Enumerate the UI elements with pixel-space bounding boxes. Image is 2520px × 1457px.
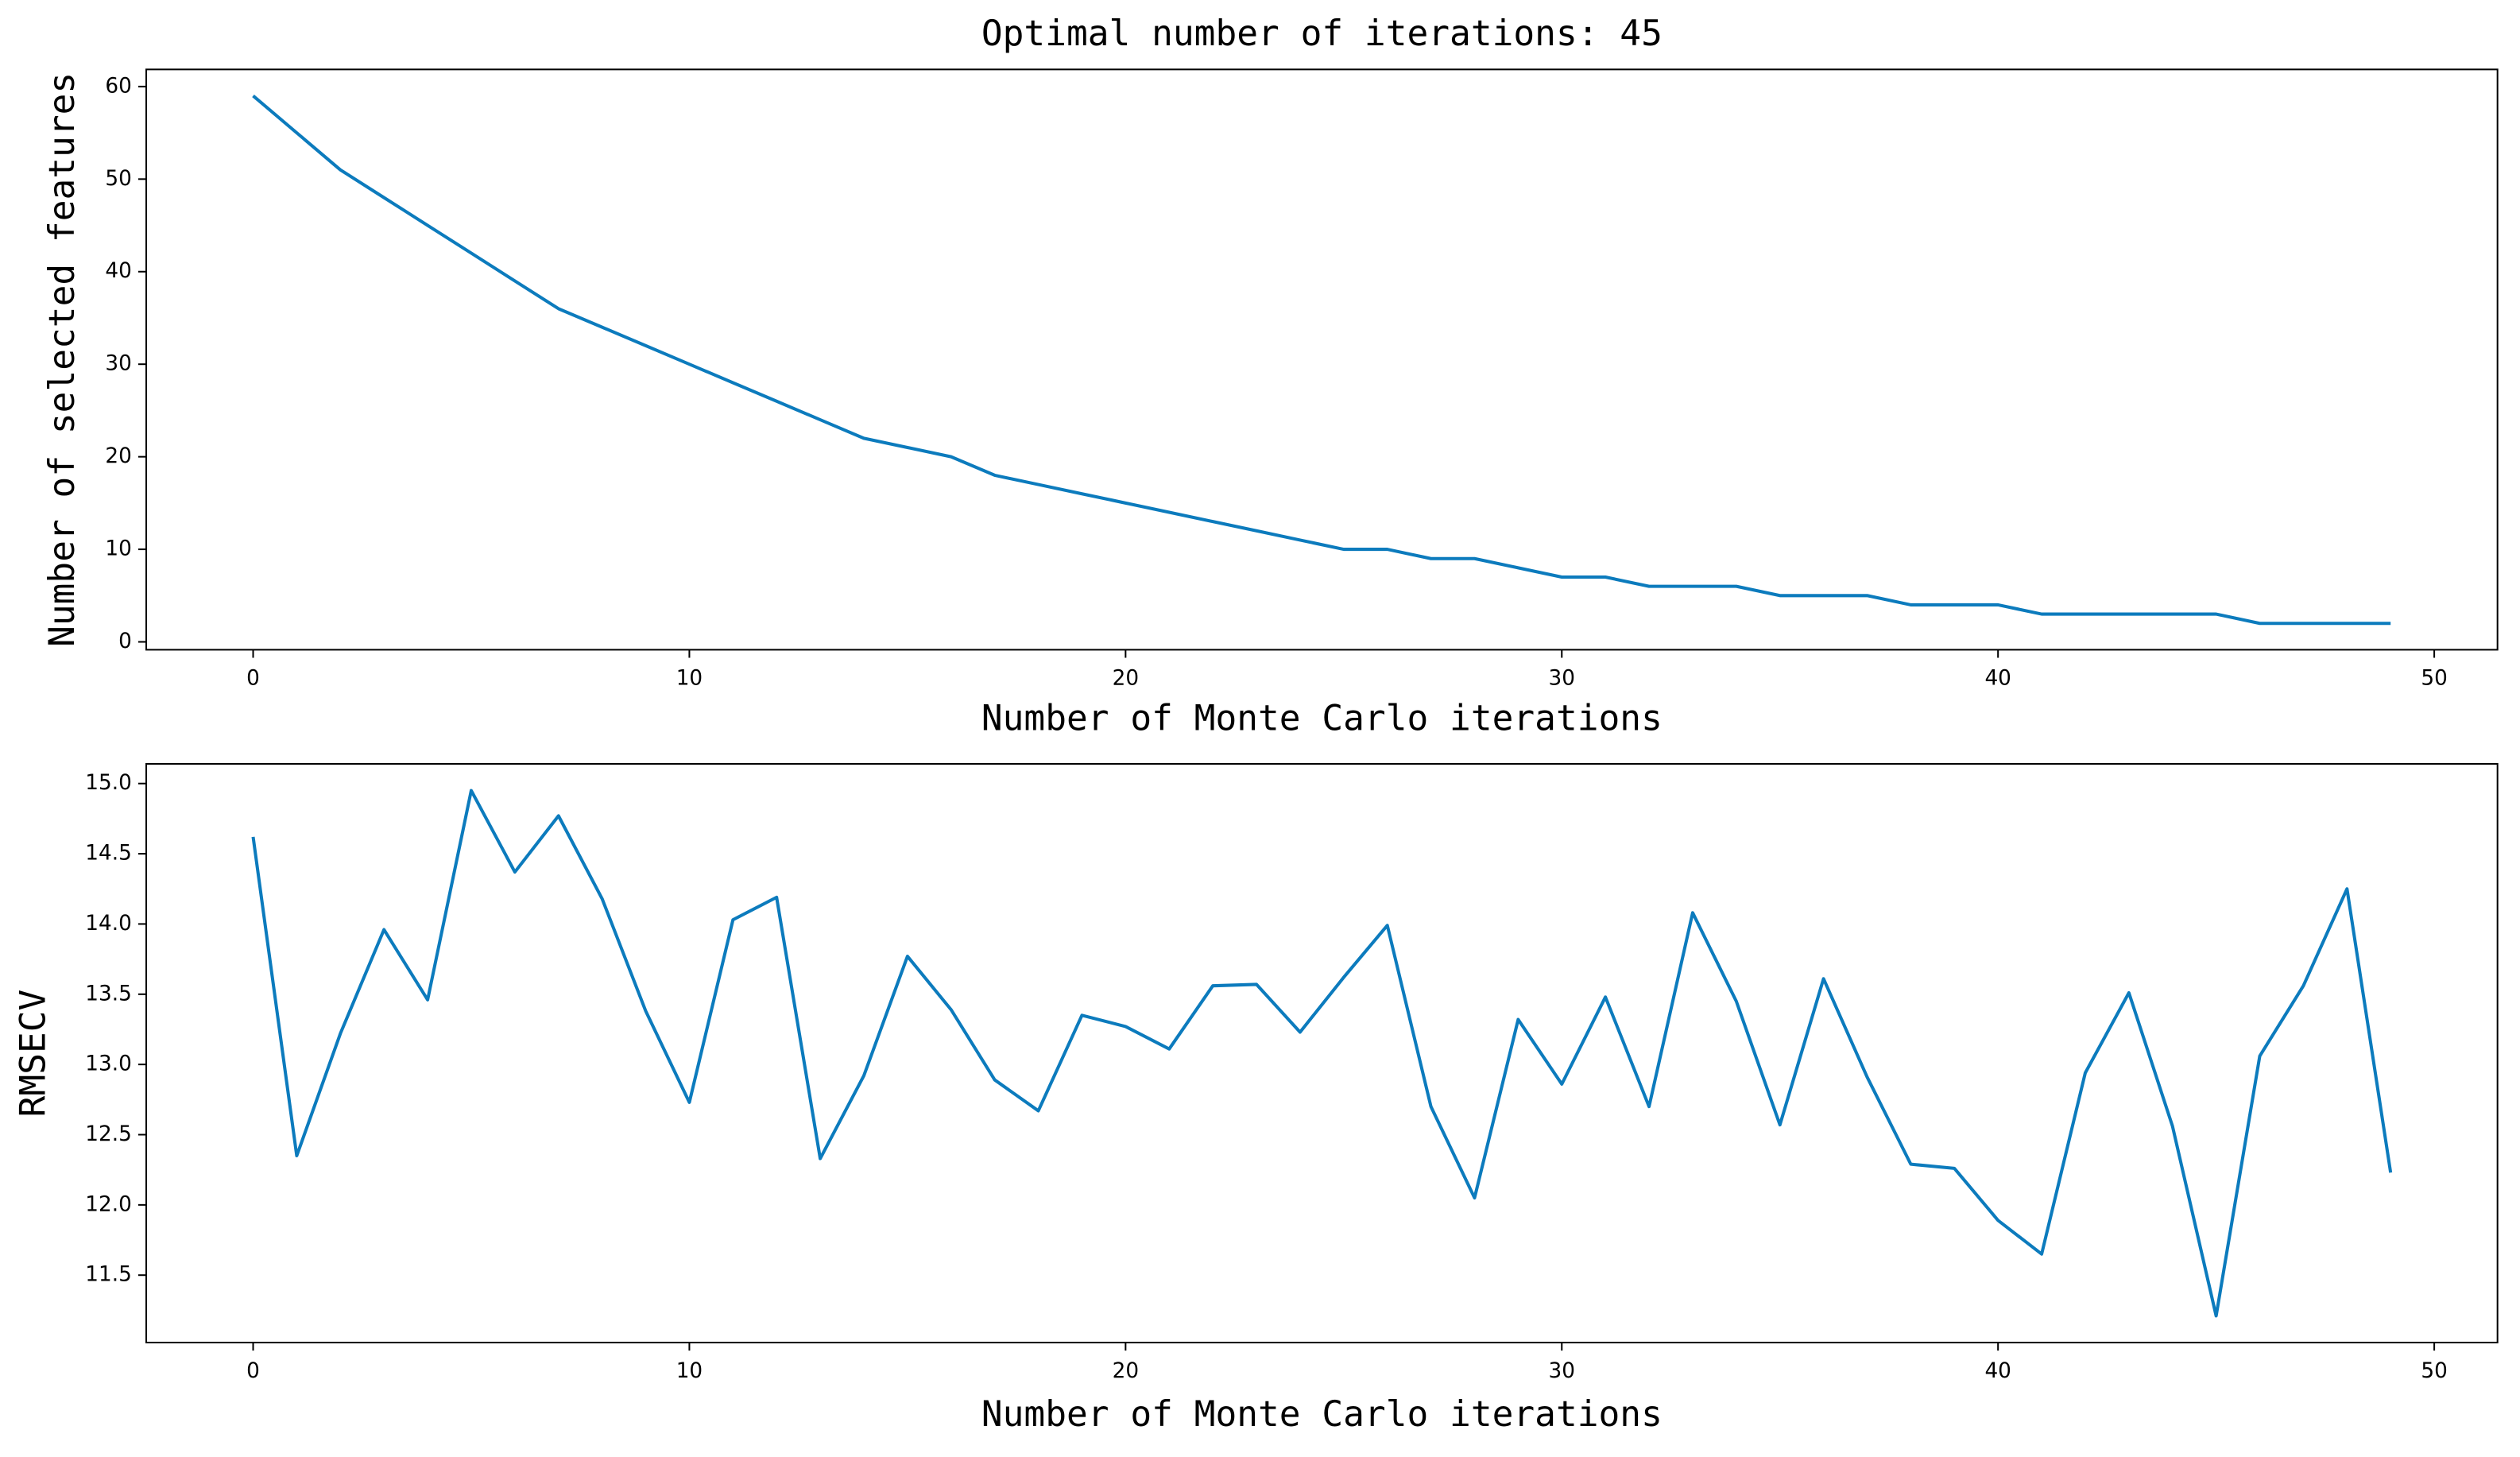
x-tick-label: 0 [246, 1359, 260, 1383]
y-tick-label: 0 [118, 630, 132, 653]
y-tick-label: 13.5 [85, 982, 132, 1006]
x-tick-label: 20 [1113, 666, 1139, 690]
x-tick-label: 30 [1549, 666, 1575, 690]
plot-frame [145, 762, 2499, 1344]
x-tick-label: 30 [1549, 1359, 1575, 1383]
x-tick-label: 50 [2421, 666, 2447, 690]
y-tick-label: 30 [105, 352, 131, 376]
x-tick-label: 10 [676, 1359, 703, 1383]
y-tick-label: 10 [105, 537, 131, 561]
x-tick-label: 50 [2421, 1359, 2447, 1383]
y-axis-label: Number of selected features [42, 72, 83, 647]
y-tick-label: 60 [105, 74, 131, 98]
x-tick-label: 10 [676, 666, 703, 690]
y-tick-label: 12.5 [85, 1122, 132, 1146]
x-tick-label: 0 [246, 666, 260, 690]
data-line [252, 94, 2391, 626]
data-line [251, 789, 2393, 1318]
x-tick-label: 20 [1113, 1359, 1139, 1383]
x-tick-label: 40 [1984, 1359, 2011, 1383]
y-tick-label: 20 [105, 444, 131, 468]
y-tick-label: 15.0 [85, 771, 132, 795]
y-tick-label: 12.0 [85, 1192, 132, 1216]
x-axis-label: Number of Monte Carlo iterations [981, 1394, 1663, 1435]
y-tick-label: 50 [105, 167, 131, 191]
y-tick-label: 14.0 [85, 912, 132, 936]
plot-frame [145, 68, 2499, 651]
x-tick-label: 40 [1984, 666, 2011, 690]
y-tick-label: 40 [105, 259, 131, 283]
y-axis-label: RMSECV [13, 990, 53, 1118]
y-tick-label: 14.5 [85, 842, 132, 866]
y-tick-label: 13.0 [85, 1052, 132, 1076]
x-axis-label: Number of Monte Carlo iterations [981, 698, 1663, 738]
chart-title: Optimal number of iterations: 45 [981, 14, 1663, 54]
y-tick-label: 11.5 [85, 1263, 132, 1287]
